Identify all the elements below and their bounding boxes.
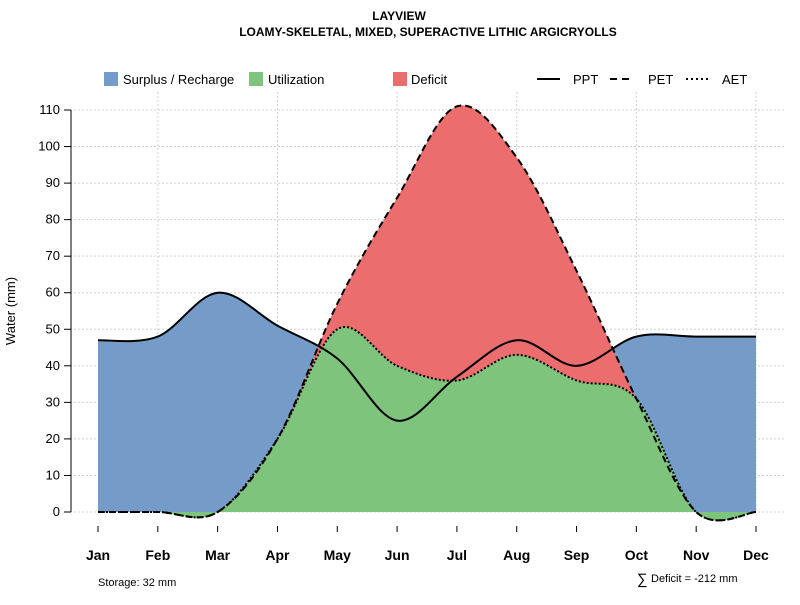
legend-label-deficit: Deficit: [411, 72, 448, 87]
legend-label-pet: PET: [648, 72, 673, 87]
utilization-area: [98, 326, 756, 521]
legend-label-surplus: Surplus / Recharge: [123, 72, 234, 87]
legend-label-aet: AET: [722, 72, 747, 87]
x-tick-label: Jul: [447, 547, 467, 563]
y-tick-label: 70: [46, 248, 60, 263]
x-tick-label: Sep: [564, 547, 590, 563]
y-tick-label: 90: [46, 175, 60, 190]
y-tick-label: 80: [46, 212, 60, 227]
legend-swatch-deficit: [393, 72, 407, 86]
legend-label-utilization: Utilization: [268, 72, 324, 87]
y-tick-label: 0: [53, 504, 60, 519]
x-tick-label: Aug: [503, 547, 530, 563]
y-tick-label: 100: [38, 139, 60, 154]
x-tick-label: May: [324, 547, 351, 563]
deficit-total: Deficit = -212 mm: [651, 573, 738, 585]
y-tick-label: 60: [46, 285, 60, 300]
x-tick-label: Jun: [385, 547, 410, 563]
x-tick-label: Oct: [625, 547, 649, 563]
aet-line: [97, 326, 757, 522]
storage-note: Storage: 32 mm: [98, 577, 176, 589]
y-tick-label: 50: [46, 321, 60, 336]
x-tick-label: Mar: [205, 547, 230, 563]
y-tick-label: 20: [46, 431, 60, 446]
chart-subtitle: LOAMY-SKELETAL, MIXED, SUPERACTIVE LITHI…: [239, 25, 617, 39]
legend-swatch-surplus: [104, 72, 118, 86]
y-tick-label: 110: [39, 102, 60, 117]
y-axis-label: Water (mm): [3, 277, 18, 345]
legend: Surplus / Recharge Utilization Deficit P…: [104, 72, 747, 87]
x-tick-label: Jan: [86, 547, 110, 563]
y-tick-label: 10: [46, 467, 60, 482]
axes: 0 10 20 30 40 50 60 70 80 90 100 110 Jan Feb Mar Apr May…: [38, 102, 769, 563]
legend-label-ppt: PPT: [573, 72, 598, 87]
y-tick-label: 30: [46, 394, 60, 409]
x-tick-label: Feb: [145, 547, 170, 563]
pet-line: [97, 104, 757, 522]
x-tick-label: Dec: [743, 547, 769, 563]
sum-icon: ∑: [637, 571, 648, 588]
series-lines: [97, 104, 757, 522]
chart-title: LAYVIEW: [372, 9, 426, 23]
areas: [98, 105, 756, 521]
y-tick-label: 40: [46, 358, 60, 373]
ppt-line: [97, 291, 756, 422]
x-tick-label: Nov: [683, 547, 710, 563]
x-tick-label: Apr: [265, 547, 290, 563]
legend-swatch-utilization: [249, 72, 263, 86]
